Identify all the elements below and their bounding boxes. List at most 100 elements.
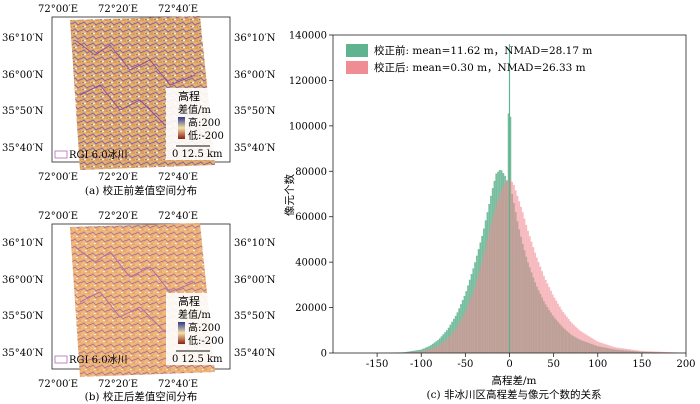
series-1-bar [437,345,439,353]
legend-swatch-series-1 [346,61,368,74]
series-0-bar [423,348,425,353]
series-1-bar [514,190,517,353]
series-1-bar [477,273,480,353]
series-1-bar [610,345,612,353]
series-1-bar [534,252,536,353]
series-1-bar [565,316,568,353]
series-1-bar [518,201,521,353]
series-1-bar [569,321,572,353]
chart-ylabel: 像元个数 [283,174,296,216]
series-1-bar [438,344,441,353]
series-1-bar [655,351,658,353]
map-a-lon-tick-bottom-2: 72°20′E [98,172,138,183]
series-1-bar [668,352,671,353]
map-b-lat-tick-3: 35°50′N [2,311,44,322]
series-1-bar [571,323,574,353]
series-1-bar [463,313,466,353]
series-1-bar [414,351,416,353]
series-1-bar [530,241,533,353]
series-1-bar [599,342,602,353]
series-1-bar [449,335,452,353]
series-1-bar [527,230,529,353]
series-1-bar [541,271,544,353]
series-1-bar [458,323,461,353]
series-1-bar [523,218,526,353]
series-0-bar [412,350,415,353]
series-1-bar [444,340,446,353]
series-1-bar [622,348,625,353]
series-1-bar [634,350,637,353]
series-1-bar [426,349,429,353]
series-1-bar [550,290,552,353]
series-1-bar [486,239,489,353]
map-b-lat-tick-1: 36°10′N [2,238,44,249]
y-tick-label: 60000 [295,212,327,223]
series-1-bar [617,347,619,353]
series-1-bar [445,339,448,353]
y-tick-label: 120000 [289,76,327,87]
series-1-bar [576,328,579,353]
series-1-bar [472,291,475,353]
series-0-bar [428,346,431,353]
series-1-bar [433,347,436,353]
map-b-scale-text: 0 12.5 km [172,354,223,365]
series-1-bars [333,179,686,353]
series-1-bar [663,351,665,353]
series-0-bar [405,351,408,353]
series-1-bar [558,306,561,353]
series-1-bar [435,346,438,353]
map-a: 72°00′E 72°20′E 72°40′E 72°00′E 72°20′E … [2,4,276,197]
series-1-bar [498,194,501,353]
map-b-ridges [74,246,196,293]
chart-xlabel: 高程差/m [492,374,537,387]
map-b-lon-tick-bottom-1: 72°00′E [38,379,78,390]
series-1-bar [659,351,662,353]
series-1-bar [465,309,468,353]
series-1-bar [564,314,566,353]
map-a-lat-tick-right-4: 35°40′N [234,143,276,154]
map-b-lon-tick-bottom-2: 72°20′E [98,379,138,390]
series-1-bar [467,305,469,353]
map-a-lat-tick-4: 35°40′N [2,143,44,154]
series-1-bar [608,345,611,353]
series-1-bar [424,350,427,353]
series-1-bar [495,205,498,353]
map-a-scale-text: 0 12.5 km [172,149,223,160]
series-1-bar [645,351,648,353]
series-1-bar [629,349,632,353]
series-0-bar [408,351,411,353]
series-1-bar [590,337,593,353]
series-1-bar [618,347,621,353]
map-a-legend-bg [166,88,228,160]
series-1-bar [555,300,558,353]
legend-label-series-1: 校正后: mean=0.30 m，NMAD=26.33 m [374,61,586,74]
series-1-bar [638,350,641,353]
series-1-bar [440,343,443,353]
series-1-bar [521,212,524,353]
map-b-lat-tick-right-4: 35°40′N [234,348,276,359]
series-1-bar [412,351,415,353]
series-1-bar [537,262,540,353]
map-a-lon-tick-1: 72°00′E [38,4,78,15]
chart-caption: (c) 非冰川区高程差与像元个数的关系 [427,388,602,401]
series-1-bar [562,312,565,353]
series-1-bar [500,189,503,353]
map-a-legend-high: 高:200 [188,116,220,129]
map-a-lon-tick-bottom-3: 72°40′E [158,172,198,183]
series-1-bar [460,320,462,353]
map-b-lat-tick-4: 35°40′N [2,348,44,359]
map-a-lon-tick-3: 72°40′E [158,4,198,15]
series-1-bar [428,349,431,353]
series-1-bar [483,253,485,353]
x-tick-label: 100 [588,359,607,370]
series-1-bar [551,294,554,353]
series-1-bar [641,350,644,353]
map-b-glacier-label: RGI 6.0冰川 [69,353,128,366]
series-1-bar [481,260,484,353]
series-1-bar [661,351,664,353]
legend-label-series-0: 校正前: mean=11.62 m，NMAD=28.17 m [374,44,592,57]
series-1-bar [497,199,499,353]
series-1-bar [643,351,646,353]
series-1-bar [431,348,434,353]
series-1-bar [640,350,642,353]
